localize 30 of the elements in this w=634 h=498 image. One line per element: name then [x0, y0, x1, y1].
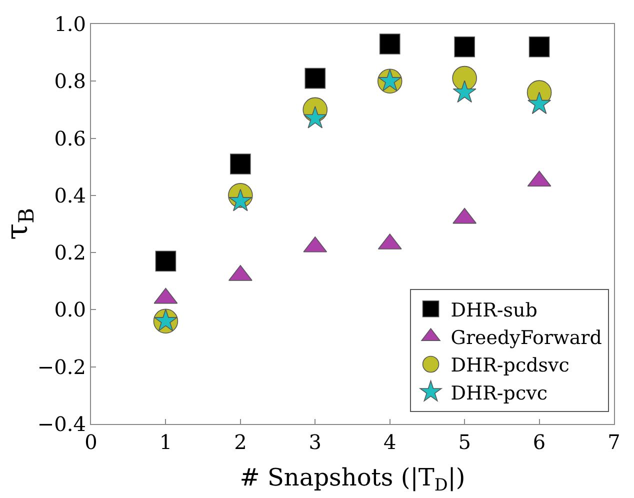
x-tick-label: 7	[608, 430, 620, 454]
y-tick-label: −0.2	[37, 354, 86, 379]
legend-label: DHR-sub	[450, 299, 538, 322]
point	[379, 34, 400, 54]
legend-label: GreedyForward	[450, 326, 602, 349]
point	[452, 80, 476, 103]
x-tick-label: 1	[159, 430, 172, 454]
x-tick-label: 3	[308, 430, 322, 454]
y-tick-label: 0.8	[54, 69, 86, 94]
x-tick-label: 4	[383, 430, 396, 454]
y-tick-label: 0.2	[54, 240, 86, 265]
legend-label: DHR-pcdsvc	[450, 354, 570, 377]
x-tick-label: 5	[458, 430, 471, 454]
x-tick-label: 2	[234, 430, 247, 454]
y-tick-label: 0.6	[54, 126, 86, 150]
legend-label: DHR-pcvc	[450, 382, 548, 404]
x-axis-title: # Snapshots (|T$_{D}$|)	[240, 463, 466, 494]
point	[528, 36, 550, 58]
y-tick-label: 0.4	[54, 183, 86, 208]
point	[454, 36, 475, 58]
y-tick-label: 0.0	[54, 298, 86, 322]
point	[228, 188, 252, 212]
y-tick-label: 1.0	[54, 12, 86, 36]
point	[528, 92, 552, 114]
point	[304, 68, 326, 89]
x-tick-label: 6	[532, 430, 546, 454]
x-tick-label: 0	[84, 430, 98, 454]
point	[230, 154, 251, 174]
y-tick-label: −0.4	[37, 412, 86, 436]
point	[303, 106, 327, 128]
